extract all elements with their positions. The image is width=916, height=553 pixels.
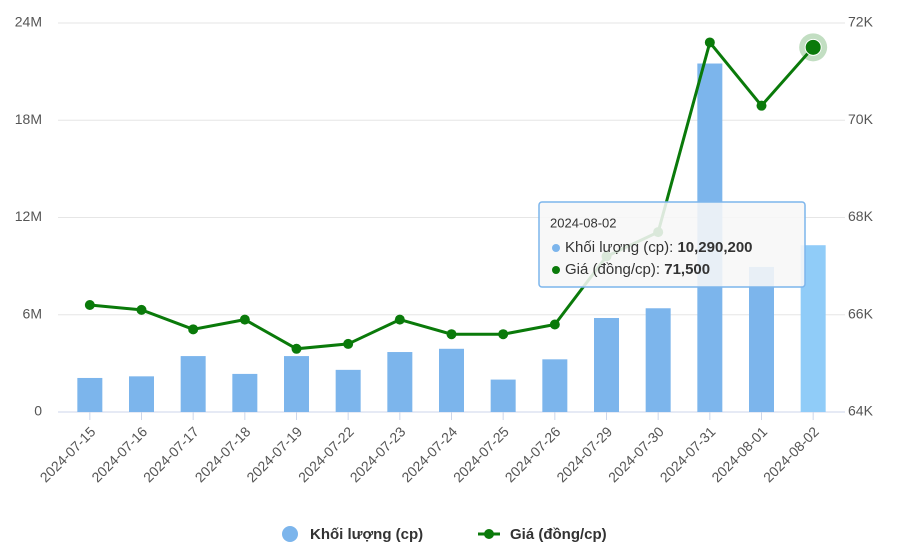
tooltip-row: Khối lượng (cp): 10,290,200 [565, 239, 753, 256]
y-tick-label: 0 [34, 403, 42, 419]
y-tick-label: 12M [15, 208, 42, 224]
legend-symbol [484, 529, 494, 539]
y2-tick-label: 68K [848, 208, 874, 224]
bar [77, 377, 103, 412]
bar [749, 266, 774, 412]
tooltip-box [538, 201, 806, 288]
legend-label: Khối lượng (cp) [310, 526, 423, 543]
tooltip: 2024-08-02 Khối lượng (cp): 10,290,200 Giá… [538, 201, 806, 288]
bar [645, 308, 671, 412]
y2-tick-label: 64K [848, 403, 874, 419]
point [704, 37, 715, 48]
point [498, 329, 509, 340]
y2-tick-label: 72K [848, 14, 874, 30]
tooltip-sep: : [656, 261, 664, 278]
legend: Khối lượng (cp) Giá (đồng/cp) [282, 526, 607, 543]
y2-tick-label: 70K [848, 111, 874, 127]
bar [542, 359, 568, 412]
y-tick-label: 24M [15, 14, 42, 30]
tooltip-dot [552, 244, 560, 252]
bar [284, 356, 309, 412]
tooltip-sep: : [669, 239, 677, 256]
bar [335, 369, 361, 412]
legend-label: Giá (đồng/cp) [510, 526, 607, 543]
tooltip-date: 2024-08-02 [550, 215, 617, 230]
bar [594, 317, 619, 412]
legend-symbol [282, 526, 298, 542]
y-tick-label: 6M [23, 305, 42, 321]
point [239, 314, 250, 325]
bar [129, 376, 154, 412]
point [446, 329, 457, 340]
bar [490, 379, 516, 412]
point [84, 300, 95, 311]
tooltip-name: Giá (đồng/cp) [565, 261, 656, 278]
point [394, 314, 405, 325]
bar [232, 373, 258, 412]
tooltip-row: Giá (đồng/cp): 71,500 [565, 261, 710, 278]
point [291, 343, 302, 354]
x-tick-label: 2024-08-02 [760, 423, 822, 485]
tooltip-dot [552, 266, 560, 274]
bar [387, 352, 413, 412]
tooltip-name: Khối lượng (cp) [565, 239, 669, 256]
point [549, 319, 560, 330]
y-tick-label: 18M [15, 111, 42, 127]
bar [439, 348, 464, 412]
point [188, 324, 199, 335]
point [804, 38, 822, 56]
point [343, 338, 354, 349]
tooltip-value: 10,290,200 [677, 239, 752, 256]
point [136, 304, 147, 315]
y2-tick-label: 66K [848, 305, 874, 321]
bar [180, 356, 206, 412]
point [756, 100, 767, 111]
tooltip-value: 71,500 [664, 261, 710, 278]
